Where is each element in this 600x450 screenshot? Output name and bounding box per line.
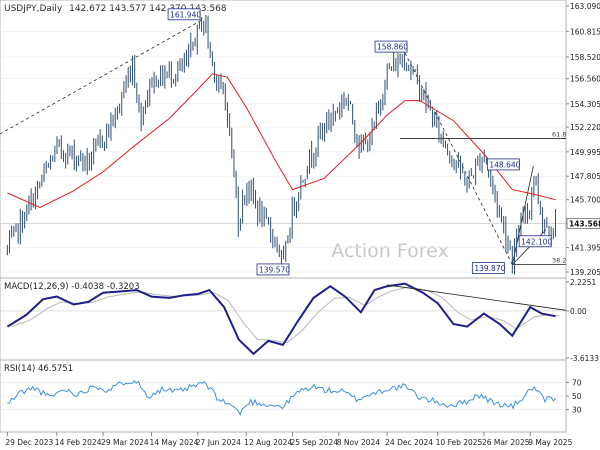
price-y-tick-label: 163.090 [570, 2, 600, 11]
price-point-label-box [518, 235, 552, 248]
macd-line [6, 282, 556, 356]
x-axis-tick-label: 29 Mar 2024 [101, 438, 149, 447]
price-point-label: 148.640 [489, 160, 520, 169]
price-panel-frame [0, 0, 567, 279]
price-point-label: 142.100 [521, 237, 552, 246]
price-y-tick-label: 152.220 [570, 123, 600, 132]
moving-average-line [7, 73, 556, 209]
fib-level-label: 61.8 [552, 130, 566, 138]
rsi-panel: RSI(14) 46.5751 70 50 30 [0, 359, 582, 433]
price-y-tick-label: 139.205 [570, 268, 600, 277]
price-point-label-box [374, 40, 408, 53]
price-y-tick-label: 158.520 [570, 53, 600, 62]
price-panel-title: USDJPY,Daily 142.672 143.577 142.370 143… [4, 4, 227, 14]
macd-y-tick-label: -3.6133 [570, 354, 599, 363]
macd-y-tick-label: 2.2251 [570, 278, 596, 287]
price-point-labels: 161.940 139.570 158.860 139.870 148.640 142.1… [167, 8, 552, 276]
x-axis-tick-label: 24 Dec 2024 [385, 438, 433, 447]
price-point-label: 139.570 [259, 265, 290, 274]
x-axis-tick-label: 10 Feb 2025 [436, 438, 483, 447]
price-point-label: 161.940 [170, 10, 201, 19]
x-axis-tick-label: 14 May 2024 [149, 438, 198, 447]
x-axis-tick-label: 14 Feb 2024 [55, 438, 102, 447]
price-y-tick-label: 160.815 [570, 27, 600, 36]
price-point-label-box [486, 158, 520, 171]
price-y-tick-label: 149.995 [570, 148, 600, 157]
price-y-tick-label: 147.805 [570, 172, 600, 181]
price-candles [6, 14, 556, 275]
price-y-tick-label: 154.305 [570, 100, 600, 109]
price-point-label: 139.870 [474, 264, 505, 273]
last-price-box [566, 218, 600, 229]
fib-level-label: 38.2 [552, 257, 566, 265]
rsi-line [7, 379, 556, 417]
price-y-tick-label: 156.560 [570, 75, 600, 84]
rsi-y-tick-label: 30 [572, 406, 582, 415]
x-axis-tick-label: 12 Aug 2024 [244, 438, 292, 447]
x-axis-tick-label: 8 Nov 2024 [337, 438, 380, 447]
price-point-label: 158.860 [377, 43, 408, 52]
price-point-label-box [167, 8, 201, 21]
price-y-tick-label: 145.700 [570, 196, 600, 205]
last-price-label: 143.568 [569, 219, 600, 228]
macd-panel: MACD(12,26,9) -0.4038 -0.3203 2.2251 0.00… [0, 277, 599, 363]
price-point-label-box [256, 263, 290, 276]
price-y-tick-label: 141.395 [570, 244, 600, 253]
watermark: Action Forex [331, 240, 448, 262]
macd-trendline [387, 284, 567, 311]
rsi-gridlines [0, 382, 566, 410]
price-point-label-box [471, 262, 505, 274]
x-axis-tick-label: 25 Sep 2024 [290, 438, 338, 447]
macd-panel-frame [0, 277, 567, 361]
x-axis-tick-label: 29 Dec 2023 [5, 438, 53, 447]
macd-signal-line [11, 286, 560, 344]
price-y-axis: 163.090 160.815 158.520 156.560 154.305 152.2… [566, 2, 600, 277]
x-axis-tick-label: 26 Mar 2025 [482, 438, 530, 447]
x-axis: 29 Dec 2023 14 Feb 2024 29 Mar 2024 14 May … [0, 431, 573, 447]
price-panel: USDJPY,Daily 142.672 143.577 142.370 143… [0, 0, 600, 279]
macd-y-tick-label: 0.00 [570, 307, 587, 316]
macd-y-axis: 2.2251 0.00 -3.6133 [566, 278, 599, 363]
rsi-y-tick-label: 70 [572, 378, 582, 387]
x-axis-tick-label: 9 May 2025 [528, 438, 572, 447]
rsi-y-tick-label: 50 [572, 392, 582, 401]
macd-title: MACD(12,26,9) -0.4038 -0.3203 [4, 282, 140, 292]
x-axis-tick-label: 27 Jun 2024 [196, 438, 241, 447]
rsi-y-axis: 70 50 30 [566, 378, 582, 415]
rsi-title: RSI(14) 46.5751 [4, 364, 73, 374]
